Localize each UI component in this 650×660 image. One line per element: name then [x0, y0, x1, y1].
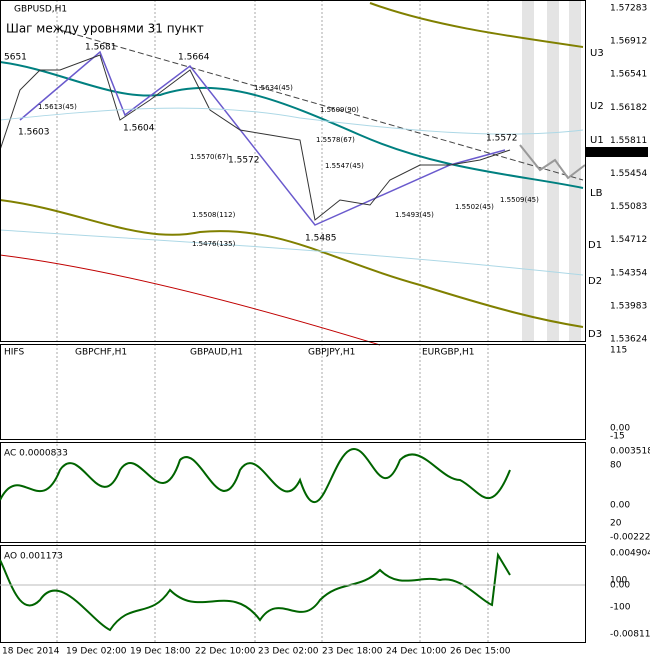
annotation: 1.5572 [228, 156, 260, 166]
d3-line [0, 199, 584, 328]
labels: GBPUSD,H1 Шаг между уровнями 31 пункт 1.55… [2, 4, 650, 657]
ao-axis: 0.004904 [610, 549, 650, 559]
price-label: 1.55811 [610, 136, 647, 146]
level-label: U2 [590, 101, 604, 112]
level-label: U1 [590, 135, 604, 146]
annotation: 1.5664 [178, 53, 210, 63]
ao-line [0, 551, 511, 632]
symbol: GBPUSD,H1 [14, 5, 67, 15]
pair-label: GBPJPY,H1 [308, 348, 355, 358]
hifs-axis: -15 [610, 432, 625, 442]
time-label: 26 Dec 15:00 [450, 647, 511, 657]
ma-line [0, 61, 584, 189]
price-path [0, 54, 511, 221]
annotation: 1.5578(67) [316, 136, 355, 144]
price-label: 1.56182 [610, 103, 647, 113]
time-label: 24 Dec 10:00 [386, 647, 447, 657]
time-label: 23 Dec 02:00 [258, 647, 319, 657]
ao-axis: -0.008113 [610, 630, 650, 640]
price-tag [586, 147, 648, 157]
ac-axis: 0.003518 [610, 447, 650, 457]
level-label: D3 [588, 329, 602, 340]
forecast [519, 144, 586, 180]
gray-bands [522, 1, 581, 341]
hifs-title: HIFS [4, 348, 24, 358]
d2-line [0, 229, 584, 276]
price-label: 1.55454 [610, 169, 647, 179]
time-label: 18 Dec 2014 [2, 647, 60, 657]
band [522, 1, 534, 341]
ao-axis: -100 [610, 603, 631, 613]
pair-label: GBPCHF,H1 [75, 348, 127, 358]
price-label: 1.53983 [610, 301, 647, 311]
annotation: 1.5509(45) [500, 196, 539, 204]
ac-title: AC 0.0000833 [4, 449, 68, 459]
level-label: D1 [588, 240, 602, 251]
level-label: LB [590, 188, 603, 199]
ao-axis: 0.00 [610, 581, 630, 591]
ac-line [0, 448, 511, 503]
panel-frames [0, 0, 586, 643]
time-label: 23 Dec 18:00 [322, 647, 383, 657]
u1-line [0, 107, 584, 135]
price-label: 1.57283 [610, 4, 647, 14]
annotation: 1.5570(67) [190, 153, 229, 161]
band [547, 1, 559, 341]
price-label: 1.54712 [610, 235, 647, 245]
time-label: 22 Dec 10:00 [195, 647, 256, 657]
red-line [0, 254, 381, 346]
frame [0, 344, 586, 440]
annotation: 1.5681 [85, 43, 117, 53]
annotation: 5651 [4, 53, 27, 63]
time-label: 19 Dec 02:00 [66, 647, 127, 657]
price-label: 1.54354 [610, 268, 647, 278]
pair-label: EURGBP,H1 [422, 348, 474, 358]
price-label: 1.53624 [610, 335, 647, 345]
hifs-axis: 115 [610, 346, 627, 356]
u3-line [369, 2, 584, 48]
time-label: 19 Dec 18:00 [130, 647, 191, 657]
annotation: 1.5634(45) [254, 84, 293, 92]
annotation: 1.5476(135) [192, 240, 236, 248]
annotation: 1.5485 [305, 234, 337, 244]
ao-axis: 100 [610, 576, 627, 586]
level-label: U3 [590, 48, 604, 59]
annotation: 1.5502(45) [455, 203, 494, 211]
annotation: 1.5493(45) [395, 211, 434, 219]
annotation: 1.5603 [18, 128, 50, 138]
level-label: D2 [588, 276, 602, 287]
separators [56, 0, 489, 643]
ac-axis: -0.002225 [610, 533, 650, 543]
frame [0, 442, 586, 543]
annotation: 1.5547(45) [325, 162, 364, 170]
frame [0, 0, 586, 342]
annotation: 1.5613(45) [38, 103, 77, 111]
indicator-lines [0, 2, 586, 346]
annotation: 1.5609(90) [320, 106, 359, 114]
ao-title: AO 0.001173 [4, 552, 63, 562]
price-label: 1.56541 [610, 70, 647, 80]
note: Шаг между уровнями 31 пункт [6, 22, 204, 36]
pair-label: GBPAUD,H1 [190, 348, 243, 358]
annotation: 1.5572 [486, 134, 518, 144]
annotation: 1.5604 [123, 124, 155, 134]
ac-axis: 0.00 [610, 501, 630, 511]
frame [0, 545, 586, 643]
oscillators [0, 448, 585, 632]
price-label: 1.55083 [610, 202, 647, 212]
annotation: 1.5508(112) [192, 211, 236, 219]
hifs-axis: 0.00 [610, 424, 630, 434]
current-price: 1.55694 [610, 148, 647, 158]
price-label: 1.56912 [610, 37, 647, 47]
ac-axis: 20 [610, 519, 622, 529]
band [569, 1, 581, 341]
ac-axis: 80 [610, 461, 622, 471]
